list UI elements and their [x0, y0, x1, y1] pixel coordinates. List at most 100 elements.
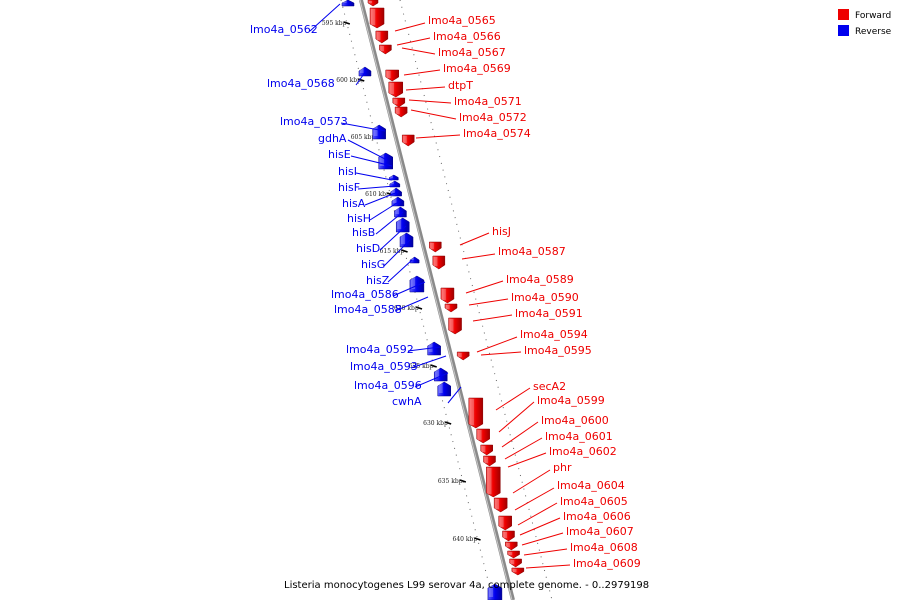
gene-arrow: [507, 550, 520, 559]
forward-gene-label[interactable]: hisJ: [492, 225, 511, 238]
leader-line: [340, 122, 386, 132]
reverse-gene-label[interactable]: lmo4a_0593: [350, 360, 418, 373]
reverse-gene-label[interactable]: lmo4a_0592: [346, 343, 414, 356]
gene-arrow-shine: [430, 243, 434, 249]
forward-gene-label[interactable]: lmo4a_0595: [524, 344, 592, 357]
reverse-gene-block: [372, 124, 386, 140]
gene-arrow-shine: [495, 499, 500, 509]
leader-line: [355, 172, 393, 181]
gene-arrow-shine: [403, 136, 407, 143]
genome-backbone: [359, 0, 515, 600]
forward-gene-label[interactable]: lmo4a_0574: [463, 127, 531, 140]
gene-arrow-shine: [506, 543, 510, 547]
gene-arrow-shine: [481, 446, 486, 452]
forward-gene-label[interactable]: lmo4a_0605: [560, 495, 628, 508]
gene-arrow-shine: [428, 343, 433, 352]
gene-arrow-shine: [392, 198, 397, 203]
forward-gene-label[interactable]: lmo4a_0609: [573, 557, 641, 570]
tick-label: 615 kbp: [380, 248, 405, 255]
reverse-gene-label[interactable]: hisE: [328, 148, 351, 161]
leader-line: [347, 139, 388, 161]
reverse-gene-label[interactable]: gdhA: [318, 132, 347, 145]
reverse-gene-label[interactable]: hisD: [356, 242, 380, 255]
forward-gene-label[interactable]: lmo4a_0602: [549, 445, 617, 458]
forward-gene-label[interactable]: dtpT: [448, 79, 473, 92]
gene-arrow-shine: [469, 399, 475, 425]
reverse-gene-block: [437, 381, 452, 397]
forward-gene-label[interactable]: lmo4a_0591: [515, 307, 583, 320]
gene-arrow-shine: [391, 189, 395, 193]
forward-gene-label[interactable]: lmo4a_0572: [459, 111, 527, 124]
leader-line: [414, 372, 449, 388]
forward-gene-label[interactable]: lmo4a_0590: [511, 291, 579, 304]
reverse-gene-label[interactable]: hisH: [347, 212, 371, 225]
leader-line: [519, 517, 561, 536]
leader-line: [495, 387, 531, 411]
reverse-gene-label[interactable]: lmo4a_0573: [280, 115, 348, 128]
reverse-gene-label[interactable]: hisZ: [366, 274, 390, 287]
gene-arrow: [432, 255, 446, 270]
leader-line: [523, 548, 568, 556]
forward-gene-label[interactable]: lmo4a_0589: [506, 273, 574, 286]
tick-mark: [459, 479, 467, 483]
leader-line: [350, 155, 393, 167]
reverse-gene-block: [399, 232, 414, 248]
gene-arrow-shine: [446, 305, 450, 309]
reverse-gene-label[interactable]: lmo4a_0588: [334, 303, 402, 316]
forward-gene-label[interactable]: lmo4a_0565: [428, 14, 496, 27]
reverse-gene-label[interactable]: hisG: [361, 258, 385, 271]
reverse-gene-label[interactable]: hisI: [338, 165, 357, 178]
reverse-gene-label[interactable]: lmo4a_0596: [354, 379, 422, 392]
gene-arrow: [509, 558, 522, 568]
leader-line: [514, 487, 555, 511]
reverse-gene-label[interactable]: lmo4a_0568: [267, 77, 335, 90]
reverse-gene-label[interactable]: hisF: [338, 181, 360, 194]
tick-label: 610 kbp: [365, 191, 390, 198]
forward-gene-label[interactable]: secA2: [533, 380, 566, 393]
gene-arrow: [358, 66, 372, 77]
forward-gene-label[interactable]: phr: [553, 461, 572, 474]
gene-arrow: [369, 7, 385, 29]
leader-line: [309, 3, 341, 32]
reverse-gene-label[interactable]: hisA: [342, 197, 366, 210]
forward-gene-block: [432, 255, 446, 270]
forward-gene-label[interactable]: lmo4a_0599: [537, 394, 605, 407]
reverse-gene-block: [409, 256, 420, 264]
leader-line: [465, 280, 504, 294]
tick-mark: [358, 78, 365, 82]
leader-line: [512, 469, 551, 494]
leader-line: [396, 37, 431, 46]
forward-gene-label[interactable]: lmo4a_0601: [545, 430, 613, 443]
forward-gene-label[interactable]: lmo4a_0604: [557, 479, 625, 492]
leader-line: [394, 22, 426, 32]
forward-gene-label[interactable]: lmo4a_0594: [520, 328, 588, 341]
forward-gene-block: [468, 397, 484, 429]
gene-arrow-shine: [508, 552, 513, 555]
reverse-gene-label[interactable]: lmo4a_0586: [331, 288, 399, 301]
forward-gene-label[interactable]: lmo4a_0587: [498, 245, 566, 258]
forward-gene-label[interactable]: lmo4a_0566: [433, 30, 501, 43]
reverse-gene-label[interactable]: lmo4a_0562: [250, 23, 318, 36]
forward-gene-block: [444, 303, 458, 313]
gene-arrow: [401, 134, 415, 147]
legend-reverse-label: Reverse: [855, 27, 892, 37]
gene-arrow: [399, 232, 414, 248]
reverse-gene-label[interactable]: cwhA: [392, 395, 422, 408]
gene-arrow: [409, 256, 420, 264]
forward-gene-label[interactable]: lmo4a_0569: [443, 62, 511, 75]
gene-arrow-shine: [477, 430, 482, 440]
leader-line: [364, 191, 399, 206]
reverse-gene-block: [409, 275, 425, 293]
gene-arrow: [448, 317, 462, 335]
forward-gene-label[interactable]: lmo4a_0608: [570, 541, 638, 554]
forward-gene-label[interactable]: lmo4a_0571: [454, 95, 522, 108]
forward-gene-label[interactable]: lmo4a_0567: [438, 46, 506, 59]
forward-gene-label[interactable]: lmo4a_0600: [541, 414, 609, 427]
gene-arrow: [409, 275, 425, 293]
leader-line: [403, 69, 441, 76]
forward-gene-label[interactable]: lmo4a_0607: [566, 525, 634, 538]
reverse-gene-label[interactable]: hisB: [352, 226, 375, 239]
gene-arrow-shine: [395, 208, 400, 214]
tick-label: 605 kbp: [351, 134, 376, 141]
forward-gene-label[interactable]: lmo4a_0606: [563, 510, 631, 523]
